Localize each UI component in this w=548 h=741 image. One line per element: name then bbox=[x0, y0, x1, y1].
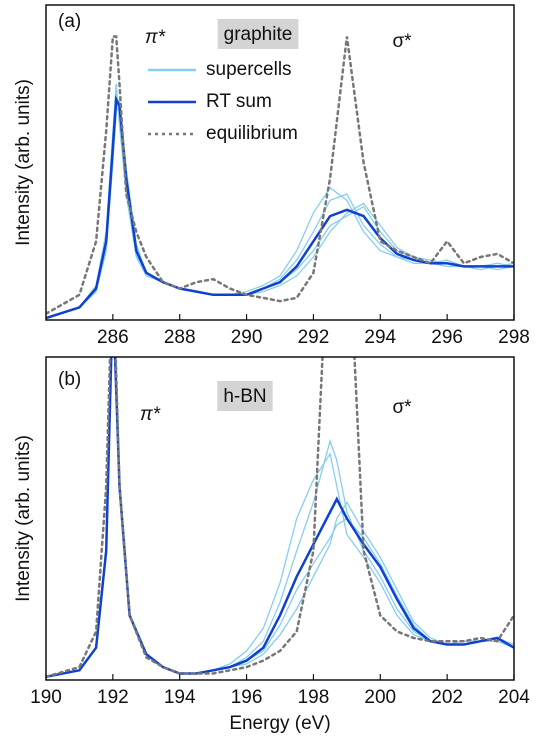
supercell-line bbox=[46, 357, 514, 678]
dotted-line bbox=[46, 35, 514, 315]
material-label: graphite bbox=[224, 24, 293, 45]
sum-line bbox=[46, 357, 514, 679]
x-tick-label: 202 bbox=[431, 687, 463, 708]
legend-label: equilibrium bbox=[206, 123, 298, 144]
supercell-line bbox=[46, 357, 514, 678]
y-axis-label: Intensity (arb. units) bbox=[13, 435, 34, 602]
supercell-line bbox=[46, 357, 514, 678]
x-tick-label: 196 bbox=[231, 687, 263, 708]
material-label: h-BN bbox=[223, 386, 266, 407]
x-tick-label: 286 bbox=[97, 327, 129, 348]
plot-frame bbox=[45, 356, 515, 681]
label-box bbox=[217, 19, 299, 49]
label-box bbox=[217, 381, 273, 411]
x-tick-label: 290 bbox=[231, 327, 263, 348]
panel-label: (a) bbox=[58, 11, 81, 32]
x-tick-label: 204 bbox=[498, 687, 530, 708]
panel-label: (b) bbox=[58, 369, 81, 390]
x-axis-label: Energy (eV) bbox=[229, 713, 330, 734]
x-tick-label: 288 bbox=[164, 327, 196, 348]
dotted-line bbox=[46, 357, 514, 679]
x-tick-label: 194 bbox=[164, 687, 196, 708]
x-tick-label: 296 bbox=[431, 327, 463, 348]
x-tick-label: 292 bbox=[298, 327, 330, 348]
x-tick-label: 200 bbox=[364, 687, 396, 708]
x-tick-label: 190 bbox=[30, 687, 62, 708]
legend-label: RT sum bbox=[206, 91, 272, 112]
plot-area bbox=[46, 35, 514, 320]
pi-label: π* bbox=[140, 404, 161, 425]
sigma-label: σ* bbox=[392, 397, 412, 418]
y-axis-label: Intensity (arb. units) bbox=[13, 79, 34, 246]
x-tick-label: 298 bbox=[498, 327, 530, 348]
x-tick-label: 192 bbox=[97, 687, 129, 708]
pi-label: π* bbox=[145, 27, 166, 48]
x-tick-label: 294 bbox=[364, 327, 396, 348]
x-tick-label: 198 bbox=[298, 687, 330, 708]
legend-label: supercells bbox=[206, 59, 292, 80]
plot-frame bbox=[45, 4, 515, 321]
supercell-line bbox=[46, 357, 514, 678]
plot-area bbox=[46, 357, 514, 679]
sigma-label: σ* bbox=[392, 31, 412, 52]
